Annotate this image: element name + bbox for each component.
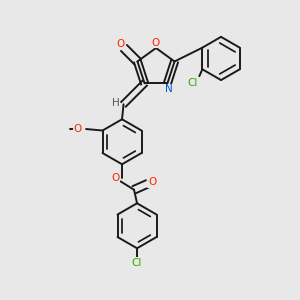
Text: N: N bbox=[165, 84, 173, 94]
Text: Cl: Cl bbox=[132, 258, 142, 268]
Text: O: O bbox=[148, 177, 156, 187]
Text: O: O bbox=[111, 173, 120, 183]
Text: O: O bbox=[152, 38, 160, 48]
Text: Cl: Cl bbox=[187, 78, 198, 88]
Text: O: O bbox=[74, 124, 82, 134]
Text: O: O bbox=[116, 39, 124, 50]
Text: H: H bbox=[112, 98, 120, 108]
